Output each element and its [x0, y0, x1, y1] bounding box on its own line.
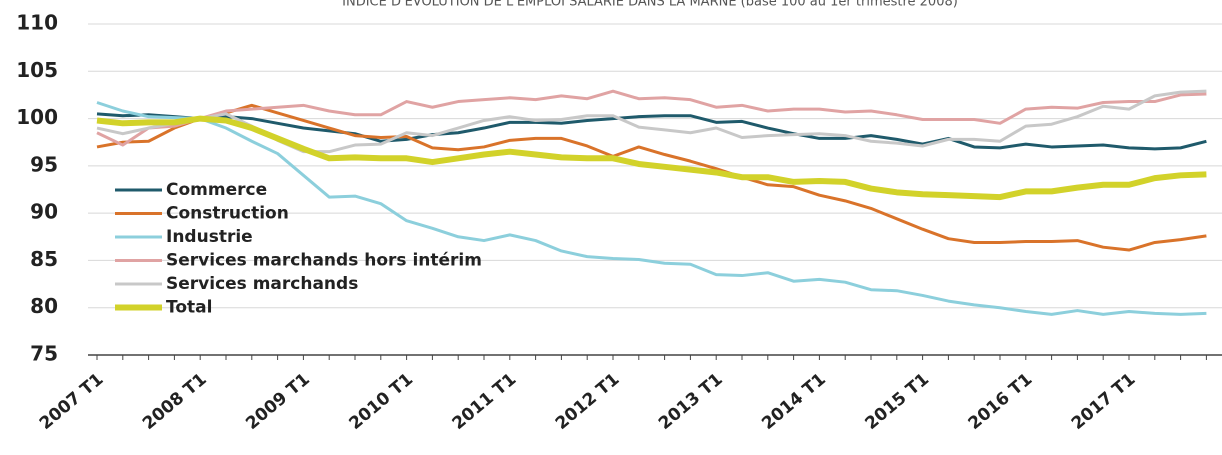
x-tick-label: 2015 T1 [861, 369, 933, 434]
series-line [96, 101, 1207, 316]
x-tick-label: 2008 T1 [139, 369, 211, 434]
series-line [96, 89, 1207, 147]
legend-label: Construction [166, 204, 289, 224]
series-line [96, 115, 1207, 201]
y-tick-label: 100 [16, 105, 58, 129]
y-tick-label: 85 [30, 247, 58, 271]
y-tick-label: 90 [30, 200, 58, 224]
legend-label: Services marchands [166, 274, 358, 294]
y-tick-label: 95 [30, 152, 58, 176]
chart-title: INDICE D'ÉVOLUTION DE L'EMPLOI SALARIÉ D… [342, 0, 958, 10]
legend-label: Services marchands hors intérim [166, 251, 482, 271]
series-line [96, 112, 1207, 151]
y-tick-label: 105 [16, 58, 58, 82]
legend-label: Total [166, 298, 212, 318]
x-tick-label: 2016 T1 [965, 369, 1037, 434]
x-tick-label: 2011 T1 [449, 369, 521, 434]
y-tick-label: 110 [16, 11, 58, 35]
y-tick-label: 80 [30, 294, 58, 318]
x-tick-label: 2009 T1 [242, 369, 314, 434]
x-tick-label: 2014 T1 [758, 369, 830, 434]
x-tick-label: 2017 T1 [1068, 369, 1140, 434]
series-line [96, 103, 1207, 252]
x-tick-label: 2007 T1 [36, 369, 108, 434]
y-tick-label: 75 [30, 342, 58, 366]
legend-label: Commerce [166, 180, 267, 200]
x-tick-label: 2010 T1 [345, 369, 417, 434]
x-tick-label: 2012 T1 [552, 369, 624, 434]
legend-label: Industrie [166, 227, 253, 247]
x-tick-label: 2013 T1 [655, 369, 727, 434]
